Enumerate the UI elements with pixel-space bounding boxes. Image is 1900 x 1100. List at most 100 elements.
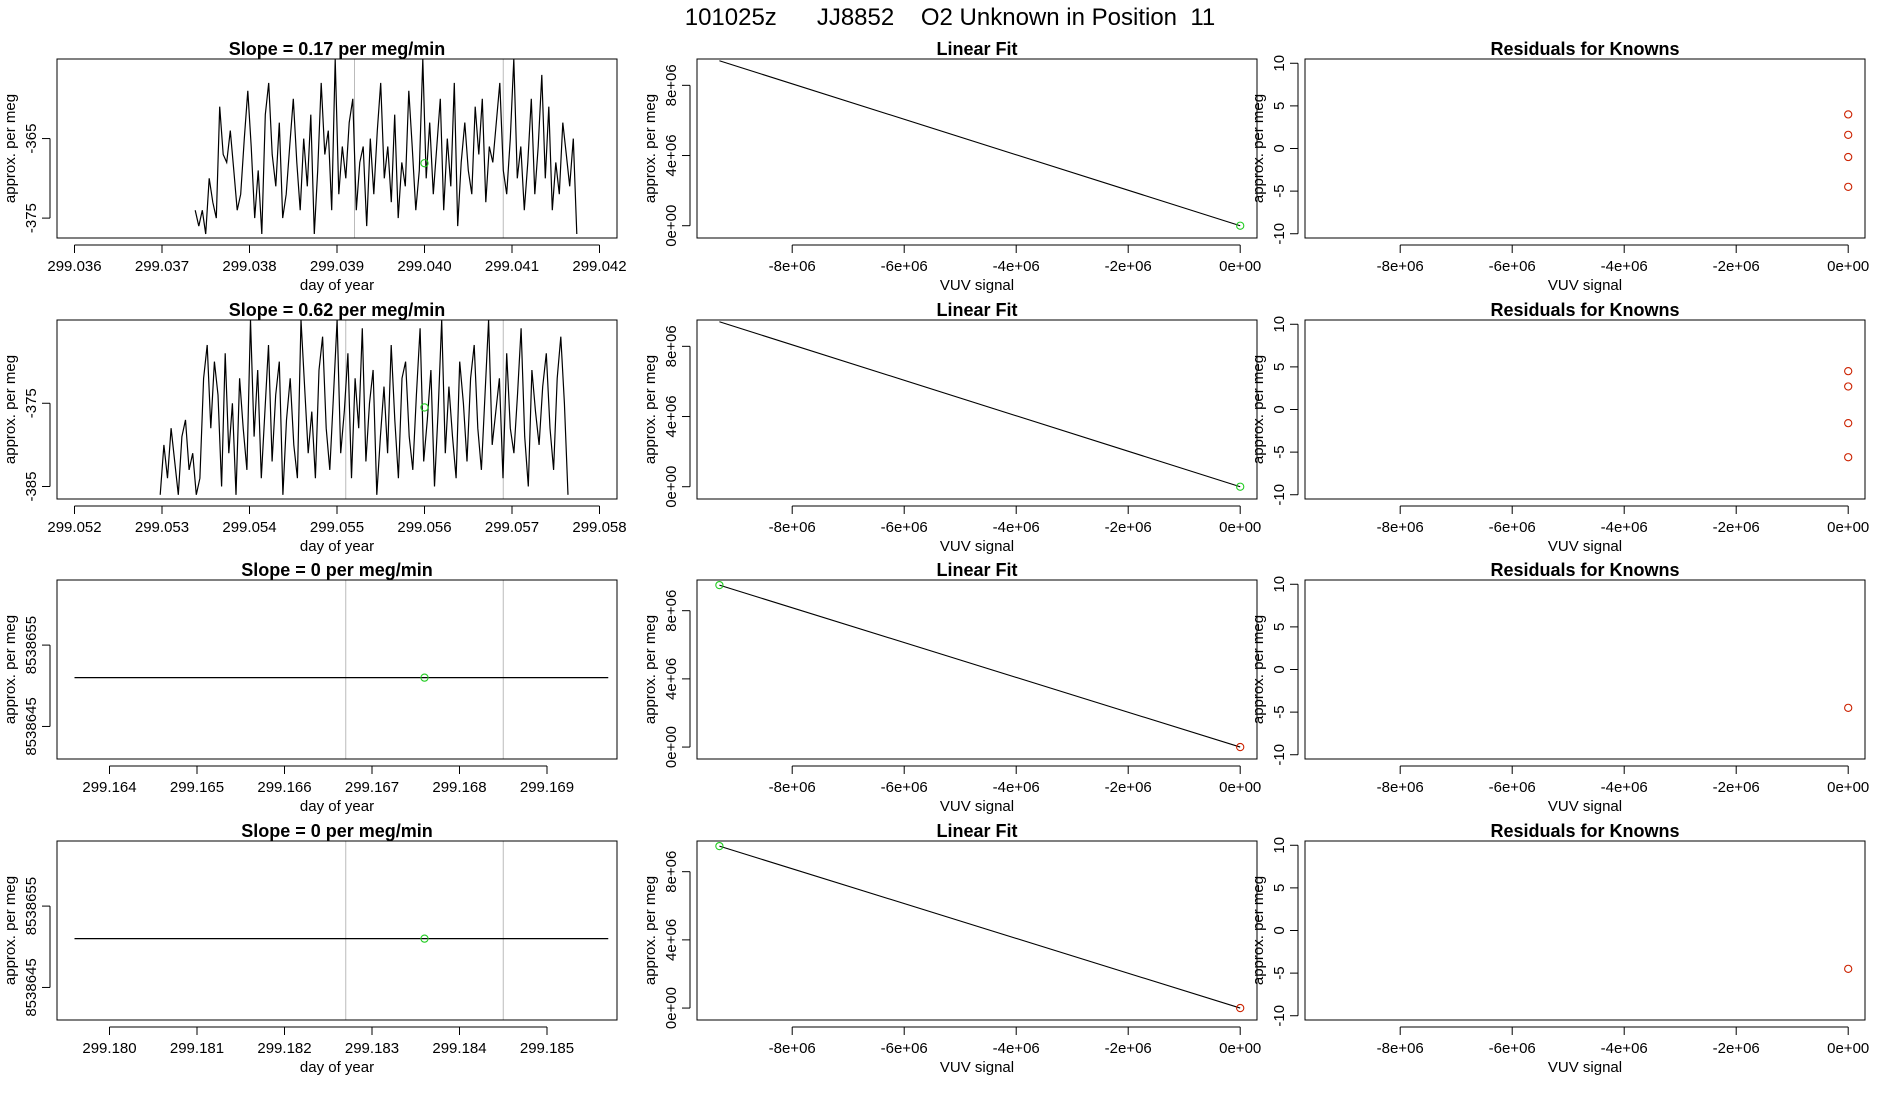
x-axis: 299.164 299.165 299.166 299.167 299.168 299.1…	[82, 765, 574, 796]
x-tick-label: -6e+06	[1489, 519, 1536, 536]
data-point	[1236, 1003, 1245, 1013]
y-tick-label: 10	[1271, 316, 1288, 333]
y-axis: 0e+00 4e+06 8e+06	[663, 590, 691, 768]
x-tick-label: 0e+00	[1219, 519, 1261, 536]
panel-title: Slope = 0 per meg/min	[241, 560, 433, 580]
plot-frame	[1304, 58, 1866, 239]
plot-frame	[1304, 579, 1866, 760]
x-tick-label: -2e+06	[1713, 779, 1760, 796]
y-axis: -375 -385	[23, 388, 51, 502]
y-tick-label: 8e+06	[663, 64, 680, 106]
data-point	[715, 580, 724, 590]
plot-frame	[696, 579, 1258, 760]
data-point	[1844, 130, 1853, 140]
data-point	[1844, 964, 1853, 974]
x-axis: -8e+06 -6e+06 -4e+06 -2e+06 0e+00	[769, 765, 1261, 796]
plot-area	[194, 59, 578, 235]
x-tick-label: 299.168	[432, 779, 486, 796]
y-tick-label: -10	[1271, 484, 1288, 506]
y-axis: 8538645 8538655	[23, 616, 51, 756]
x-tick-label: -2e+06	[1105, 258, 1152, 275]
x-axis: 299.036 299.037 299.038 299.039 299.040 299.0…	[47, 244, 627, 275]
series-line	[159, 320, 569, 495]
panel-title: Residuals for Knowns	[1490, 300, 1679, 320]
x-tick-label: -8e+06	[1377, 1040, 1424, 1057]
plot-frame	[1304, 319, 1866, 500]
x-tick-label: 299.056	[397, 519, 451, 536]
panel-6: Residuals for Knowns -8e+06 -6e+06 -4e+06 -2…	[1250, 300, 1869, 555]
y-tick-label: -10	[1271, 1005, 1288, 1027]
plot-frame	[56, 319, 618, 500]
y-tick-label: 5	[1271, 884, 1288, 892]
y-axis: -10 -5 0 5 10	[1271, 55, 1299, 245]
y-tick-label: -375	[23, 388, 40, 418]
y-tick-label: -365	[23, 124, 40, 154]
y-tick-label: 0	[1271, 926, 1288, 934]
x-tick-label: 299.039	[310, 258, 364, 275]
y-tick-label: -5	[1271, 966, 1288, 979]
x-tick-label: -4e+06	[1601, 1040, 1648, 1057]
y-tick-label: -5	[1271, 184, 1288, 197]
y-axis-label: approx. per meg	[1250, 876, 1267, 985]
x-axis: -8e+06 -6e+06 -4e+06 -2e+06 0e+00	[1377, 765, 1869, 796]
y-tick-label: 0e+00	[663, 466, 680, 508]
y-tick-label: -375	[23, 203, 40, 233]
plot-area	[719, 845, 1241, 1009]
x-tick-label: 299.041	[485, 258, 539, 275]
y-axis: 0e+00 4e+06 8e+06	[663, 851, 691, 1029]
y-axis-label: approx. per meg	[2, 355, 19, 464]
y-tick-label: 10	[1271, 576, 1288, 593]
x-tick-label: -2e+06	[1713, 1040, 1760, 1057]
panel-3: Residuals for Knowns -8e+06 -6e+06 -4e+06 -2…	[1250, 39, 1869, 294]
panel-2: Linear Fit -8e+06 -6e+06 -4e+06 -2e+06 0e+00 V…	[642, 39, 1261, 294]
x-tick-label: 299.164	[82, 779, 136, 796]
y-axis: -10 -5 0 5 10	[1271, 837, 1299, 1027]
panel-title: Linear Fit	[936, 821, 1017, 841]
panel-title: Linear Fit	[936, 560, 1017, 580]
x-tick-label: -8e+06	[1377, 779, 1424, 796]
plot-frame	[56, 58, 618, 239]
x-tick-label: 299.183	[345, 1040, 399, 1057]
x-tick-label: -6e+06	[881, 519, 928, 536]
y-tick-label: 8538655	[23, 616, 40, 674]
x-axis-label: day of year	[300, 1059, 374, 1076]
page-title: 101025z JJ8852 O2 Unknown in Position 11	[684, 4, 1216, 31]
x-axis-label: VUV signal	[940, 538, 1014, 555]
y-axis-label: approx. per meg	[642, 355, 659, 464]
unknown-point	[420, 934, 429, 943]
x-tick-label: 299.180	[82, 1040, 136, 1057]
x-axis: -8e+06 -6e+06 -4e+06 -2e+06 0e+00	[769, 505, 1261, 536]
x-axis: -8e+06 -6e+06 -4e+06 -2e+06 0e+00	[1377, 1026, 1869, 1057]
y-tick-label: 5	[1271, 623, 1288, 631]
y-tick-label: 4e+06	[663, 134, 680, 176]
y-axis: -10 -5 0 5 10	[1271, 576, 1299, 766]
fit-line	[719, 321, 1241, 488]
x-axis: -8e+06 -6e+06 -4e+06 -2e+06 0e+00	[1377, 505, 1869, 536]
x-tick-label: 299.054	[222, 519, 276, 536]
x-tick-label: -8e+06	[769, 519, 816, 536]
y-tick-label: -10	[1271, 223, 1288, 245]
data-point	[715, 841, 724, 851]
y-tick-label: 8538645	[23, 958, 40, 1016]
y-tick-label: 10	[1271, 837, 1288, 854]
y-axis: -10 -5 0 5 10	[1271, 316, 1299, 506]
x-tick-label: -4e+06	[1601, 519, 1648, 536]
y-tick-label: -5	[1271, 445, 1288, 458]
x-tick-label: 299.185	[520, 1040, 574, 1057]
y-axis: 0e+00 4e+06 8e+06	[663, 64, 691, 247]
x-tick-label: 0e+00	[1827, 1040, 1869, 1057]
x-axis-label: VUV signal	[940, 277, 1014, 294]
y-axis-label: approx. per meg	[1250, 94, 1267, 203]
x-tick-label: 299.182	[257, 1040, 311, 1057]
data-point	[1844, 152, 1853, 162]
y-tick-label: 8538645	[23, 697, 40, 755]
x-tick-label: -8e+06	[769, 258, 816, 275]
x-tick-label: -4e+06	[993, 779, 1040, 796]
data-point	[1236, 742, 1245, 752]
x-tick-label: 0e+00	[1827, 519, 1869, 536]
x-tick-label: 0e+00	[1219, 1040, 1261, 1057]
data-point	[1236, 221, 1245, 230]
data-point	[1844, 110, 1853, 119]
